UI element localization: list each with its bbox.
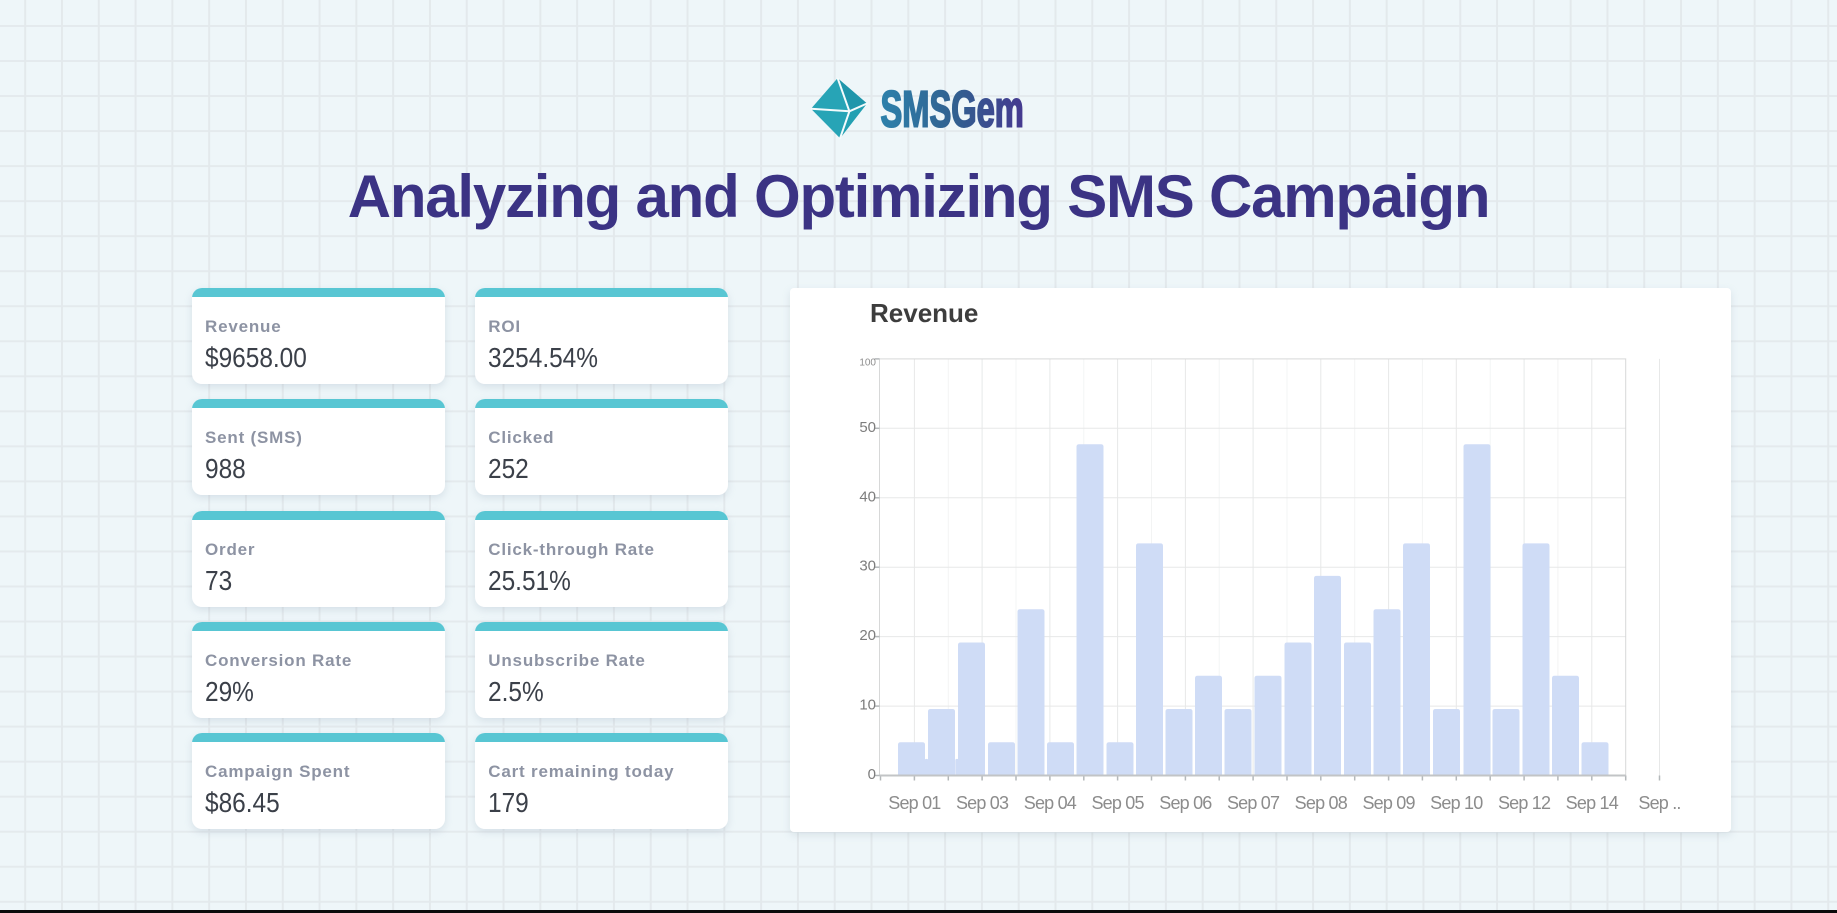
svg-text:Sep 01: Sep 01 xyxy=(888,793,941,813)
svg-text:SMSGem: SMSGem xyxy=(881,81,1024,138)
svg-text:20: 20 xyxy=(859,627,876,644)
svg-text:Sep ..: Sep .. xyxy=(1638,793,1680,813)
svg-text:Sep 14: Sep 14 xyxy=(1566,793,1619,813)
svg-text:30: 30 xyxy=(859,558,876,575)
svg-text:100: 100 xyxy=(859,357,876,368)
svg-text:10: 10 xyxy=(859,697,876,714)
svg-text:Sep 08: Sep 08 xyxy=(1295,793,1348,813)
svg-text:Sep 06: Sep 06 xyxy=(1159,793,1212,813)
svg-text:Sep 04: Sep 04 xyxy=(1024,793,1077,813)
svg-text:50: 50 xyxy=(859,419,876,436)
svg-text:Sep 12: Sep 12 xyxy=(1498,793,1551,813)
svg-text:Sep 10: Sep 10 xyxy=(1430,793,1483,813)
svg-text:40: 40 xyxy=(859,488,876,505)
svg-text:Sep 07: Sep 07 xyxy=(1227,793,1280,813)
svg-text:Sep 09: Sep 09 xyxy=(1362,793,1415,813)
svg-text:Sep 05: Sep 05 xyxy=(1091,793,1144,813)
svg-text:0: 0 xyxy=(868,766,876,783)
svg-text:Sep 03: Sep 03 xyxy=(956,793,1009,813)
